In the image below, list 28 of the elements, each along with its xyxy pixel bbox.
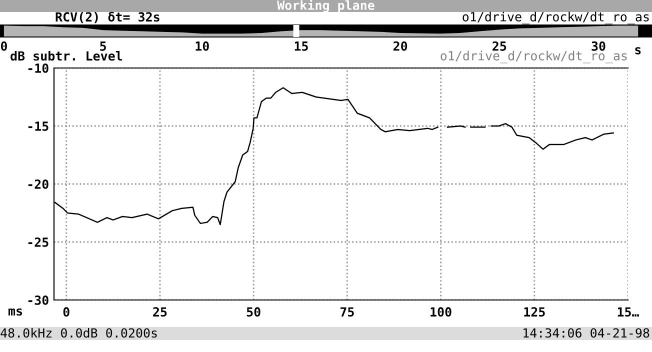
x-tick-label: 20 bbox=[393, 41, 408, 51]
x-tick-label: 5 bbox=[100, 42, 106, 51]
x-tick-label: 25 bbox=[492, 41, 506, 51]
text: o1/drive_d/rockw/dt_ro_as bbox=[462, 12, 649, 24]
y-tick-label: -25 bbox=[28, 237, 48, 247]
text: o1/drive_d/rockw/dt_ro_as bbox=[440, 50, 627, 64]
y-tick-label: -10 bbox=[28, 63, 48, 73]
text: 48.0kHz 0.0dB 0.0200s bbox=[0, 328, 157, 338]
y-tick-label: -15 bbox=[28, 122, 48, 131]
chart-title: Working plane bbox=[277, 0, 374, 12]
y-tick-label: -30 bbox=[28, 295, 48, 305]
x-tick-label: 10 bbox=[196, 41, 209, 51]
x-tick-label: 0 bbox=[0, 41, 7, 51]
x-tick-label: 25 bbox=[153, 307, 167, 317]
x-tick-label: 125 bbox=[524, 307, 545, 317]
x-tick-label: 75 bbox=[340, 307, 354, 317]
chart-subtitle: RCV(2) δt= 32s bbox=[56, 12, 160, 24]
x-axis-title: ms bbox=[8, 308, 22, 316]
y-tick-label: -20 bbox=[28, 179, 48, 189]
y-axis-title: dB subtr. Level bbox=[10, 50, 122, 61]
x-tick-label: 15… bbox=[618, 307, 639, 317]
x-tick-label: 100 bbox=[430, 307, 452, 317]
x-tick-label: 30 bbox=[592, 41, 606, 51]
x-tick-label: 15 bbox=[294, 42, 308, 51]
x-tick-label: 0 bbox=[63, 307, 70, 317]
x-axis-title: s bbox=[635, 47, 641, 54]
x-tick-label: 50 bbox=[246, 307, 260, 317]
text: 14:34:06 04-21-98 bbox=[524, 328, 650, 338]
